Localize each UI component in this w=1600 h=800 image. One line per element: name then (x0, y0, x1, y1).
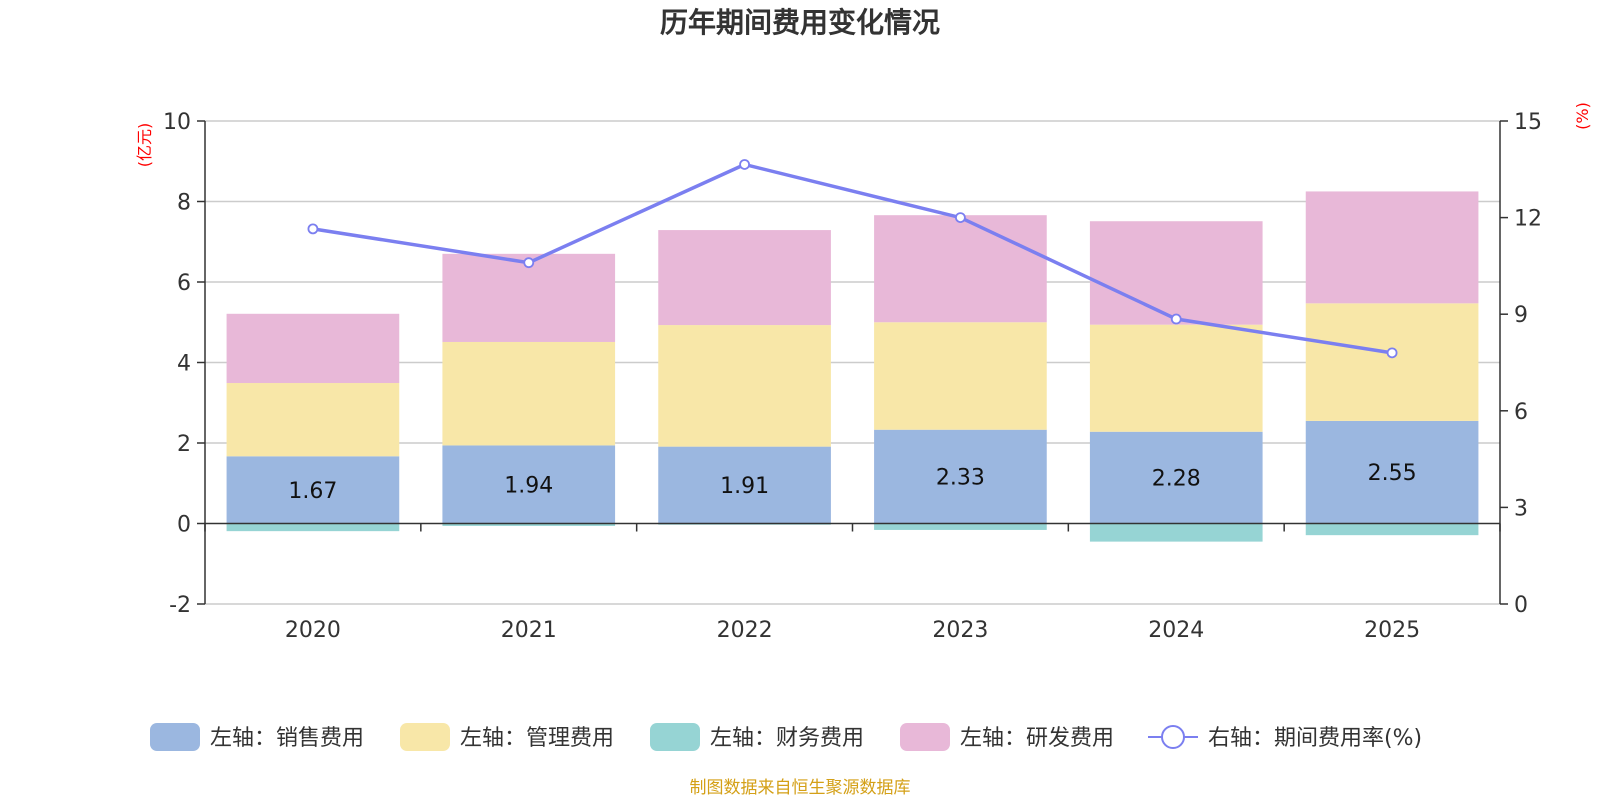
category-label: 2022 (717, 618, 773, 643)
right-tick-label: 15 (1514, 110, 1542, 135)
bar-segment (874, 429, 1047, 524)
left-axis-unit: (亿元) (135, 123, 154, 168)
rate-point (307, 223, 319, 235)
bar-segment (874, 215, 1047, 323)
grid-lines (205, 120, 1500, 605)
bar-data-label: 2.55 (1368, 461, 1417, 486)
category-label: 2024 (1148, 618, 1204, 643)
data-labels: 1.67 1.94 1.91 2.33 2.28 2.55 (288, 461, 1416, 504)
bar-segment (1305, 420, 1479, 524)
legend-swatch (400, 723, 450, 751)
left-tick-label: 2 (177, 432, 191, 457)
rate-line-series (307, 159, 1398, 359)
category-label: 2020 (285, 618, 341, 643)
bar-segment (1089, 324, 1263, 432)
bar-data-label: 1.67 (288, 479, 337, 504)
rate-point (1386, 347, 1398, 359)
bar-segment (442, 445, 616, 524)
left-tick-label: 4 (177, 352, 191, 377)
legend-label: 右轴：期间费用率(%) (1208, 726, 1422, 751)
bar-segment (658, 230, 831, 326)
bar-data-label: 1.94 (504, 473, 553, 498)
legend-swatch (900, 723, 950, 751)
right-tick-label: 0 (1514, 593, 1528, 618)
rate-point (955, 212, 966, 224)
category-label: 2025 (1364, 618, 1420, 643)
bar-segment (442, 523, 616, 526)
bar-segment (442, 253, 616, 342)
bar-segment (1089, 431, 1263, 524)
legend-swatch (150, 723, 200, 751)
rate-point (739, 159, 750, 170)
right-axis-unit: (%) (1573, 102, 1592, 130)
bar-segment (442, 341, 616, 446)
chart-title: 历年期间费用变化情况 (660, 6, 940, 39)
right-tick-label: 3 (1514, 496, 1528, 521)
legend-label: 左轴：研发费用 (960, 726, 1114, 751)
bar-segment (1089, 221, 1263, 325)
left-tick-label: 6 (177, 271, 191, 296)
bar-segment (1305, 191, 1479, 304)
bar-segment (226, 456, 400, 524)
bar-data-label: 1.91 (720, 474, 769, 499)
left-tick-label: 10 (163, 110, 191, 135)
bar-data-label: 2.33 (936, 466, 985, 491)
bar-segment (1089, 523, 1263, 542)
right-tick-label: 12 (1514, 207, 1542, 232)
rate-point (523, 257, 535, 269)
bar-segment (1305, 303, 1479, 421)
legend: 左轴：销售费用 左轴：管理费用 左轴：财务费用 左轴：研发费用 右轴：期间费用率(%) (150, 723, 1422, 751)
legend-swatch (650, 723, 700, 751)
source-note: 制图数据来自恒生聚源数据库 (690, 778, 911, 798)
legend-label: 左轴：财务费用 (710, 726, 864, 751)
right-tick-label: 9 (1514, 303, 1528, 328)
legend-marker (1161, 725, 1185, 749)
axes: -2 0 2 4 6 8 10 0 3 6 9 12 15 (亿元) (%) 2020 2021 2022 2023… (135, 102, 1592, 643)
right-tick-label: 6 (1514, 400, 1528, 425)
left-tick-label: 0 (177, 513, 191, 538)
bar-series (226, 191, 1479, 542)
bar-segment (226, 523, 400, 532)
bar-data-label: 2.28 (1152, 467, 1201, 492)
left-tick-label: 8 (177, 191, 191, 216)
bar-segment (658, 446, 831, 524)
bar-segment (874, 322, 1047, 430)
bar-segment (874, 523, 1047, 530)
legend-label: 左轴：管理费用 (460, 726, 614, 751)
left-tick-label: -2 (169, 593, 191, 618)
legend-label: 左轴：销售费用 (210, 726, 364, 751)
rate-point (1170, 313, 1182, 325)
bar-segment (226, 313, 400, 384)
bar-segment (658, 325, 831, 447)
rate-line (312, 162, 1393, 355)
category-label: 2023 (932, 618, 988, 643)
bar-segment (226, 383, 400, 457)
bar-segment (1305, 523, 1479, 536)
category-label: 2021 (501, 618, 557, 643)
